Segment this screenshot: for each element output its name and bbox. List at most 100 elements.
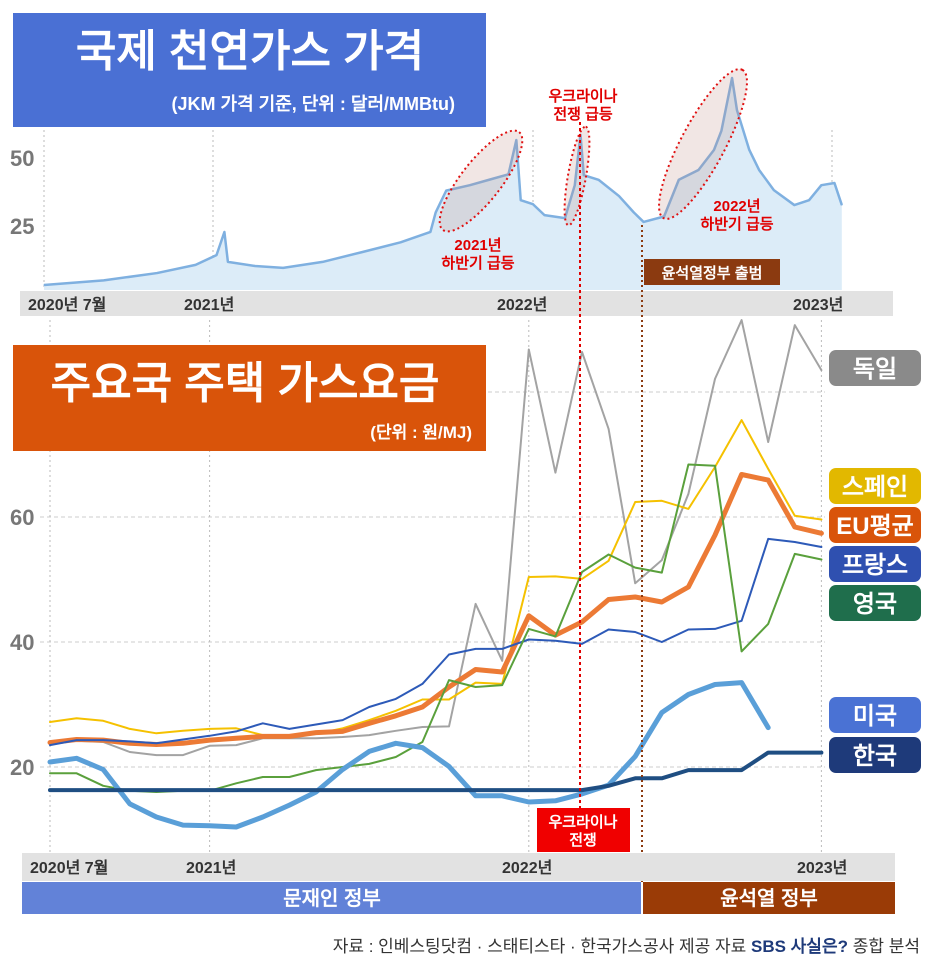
data-point — [447, 764, 451, 769]
data-point — [368, 734, 371, 736]
data-point — [528, 576, 530, 578]
legend-item: 독일 — [829, 350, 921, 386]
bottom-x-tick-2022: 2022년 — [502, 858, 552, 877]
legend-item: 스페인 — [829, 468, 921, 504]
yoon-launch-box — [644, 259, 780, 285]
bottom-y-tick-20: 20 — [10, 755, 34, 780]
data-point — [500, 670, 505, 674]
data-point — [315, 723, 317, 726]
annotation-2022-line1: 2022년 — [713, 198, 760, 215]
data-point — [75, 788, 79, 792]
source-suffix: 종합 분석 — [853, 937, 920, 956]
bottom-x-axis-band — [22, 853, 895, 881]
top-y-tick-50: 50 — [10, 146, 34, 171]
data-point — [420, 705, 425, 709]
jkm-price-point — [808, 199, 810, 201]
yoon-launch-label: 윤석열정부 출범 — [662, 264, 763, 282]
jkm-price-point — [194, 264, 197, 266]
data-point — [367, 749, 372, 754]
data-point — [474, 648, 477, 650]
data-point — [393, 713, 398, 718]
legend-item: 한국 — [829, 737, 921, 773]
data-point — [686, 585, 691, 589]
data-point — [794, 541, 796, 543]
data-point — [49, 772, 51, 775]
source-prefix: 자료 : 인베스팅닷컴 · 스태티스타 · 한국가스공사 제공 자료 — [333, 937, 747, 956]
data-point — [420, 788, 424, 792]
data-point — [767, 468, 769, 470]
legend-label: 스페인 — [842, 474, 908, 501]
jkm-price-point — [642, 221, 645, 223]
jkm-price-point — [773, 189, 775, 191]
data-point — [393, 741, 398, 746]
bottom-x-tick-2020-07: 2020년 7월 — [30, 858, 108, 877]
series-line — [49, 537, 823, 747]
data-point — [660, 776, 664, 780]
data-point — [448, 698, 450, 701]
gas-tariff-chart — [47, 319, 824, 830]
surge-2022-h2-ellipse — [658, 68, 748, 220]
jkm-price-point — [156, 272, 158, 274]
data-point — [235, 727, 237, 730]
legend-label: 독일 — [853, 356, 897, 383]
data-point — [235, 782, 237, 785]
jkm-price-point — [633, 211, 635, 213]
data-point — [155, 732, 158, 735]
data-point — [581, 578, 583, 580]
data-point — [607, 559, 610, 562]
data-point — [181, 788, 185, 792]
surge-highlights — [438, 68, 748, 233]
data-point — [155, 754, 158, 756]
data-point — [820, 369, 823, 371]
data-point — [262, 722, 264, 725]
data-point — [740, 650, 743, 653]
data-point — [48, 760, 52, 764]
legend-item: 영국 — [829, 585, 921, 621]
data-point — [314, 788, 318, 792]
data-point — [526, 800, 531, 804]
data-point — [794, 324, 796, 326]
data-point — [368, 706, 371, 708]
data-point — [287, 788, 291, 792]
jkm-price-point — [435, 211, 437, 213]
data-point — [49, 744, 51, 746]
data-point — [500, 788, 504, 792]
data-point — [127, 801, 132, 806]
ukraine-war-line1: 우크라이나 — [548, 814, 617, 831]
data-point — [314, 730, 318, 735]
bottom-subtitle: (단위 : 원/MJ) — [370, 423, 472, 442]
data-point — [633, 776, 637, 780]
data-point — [155, 742, 158, 745]
jkm-price-point — [215, 254, 218, 256]
surge-ukraine-ellipse — [563, 125, 591, 227]
series-프랑스 — [49, 537, 823, 747]
data-point — [101, 767, 106, 772]
data-point — [102, 719, 104, 722]
data-point — [448, 653, 450, 656]
data-point — [341, 736, 344, 738]
series-line — [49, 319, 823, 757]
data-point — [687, 628, 690, 631]
top-title-box — [13, 13, 486, 127]
jkm-price-point — [663, 215, 665, 218]
data-point — [340, 767, 345, 772]
legend-item: 미국 — [829, 697, 921, 733]
jkm-price-point — [469, 184, 471, 186]
jkm-price-point — [254, 265, 256, 267]
jkm-price-point — [429, 231, 432, 233]
data-point — [288, 776, 291, 778]
data-point — [687, 493, 690, 495]
data-point — [341, 727, 344, 730]
jkm-price-point — [758, 169, 760, 171]
data-point — [260, 734, 265, 739]
data-point — [234, 788, 238, 792]
top-x-tick-2021: 2021년 — [184, 295, 234, 314]
data-point — [794, 514, 796, 517]
jkm-price-point — [103, 279, 105, 281]
data-point — [819, 531, 824, 536]
legend-item: EU평균 — [829, 507, 921, 543]
data-point — [820, 558, 823, 561]
legend-swatch — [829, 737, 921, 773]
data-point — [528, 628, 530, 630]
top-subtitle: (JKM 가격 기준, 단위 : 달러/MMBtu) — [172, 94, 455, 114]
